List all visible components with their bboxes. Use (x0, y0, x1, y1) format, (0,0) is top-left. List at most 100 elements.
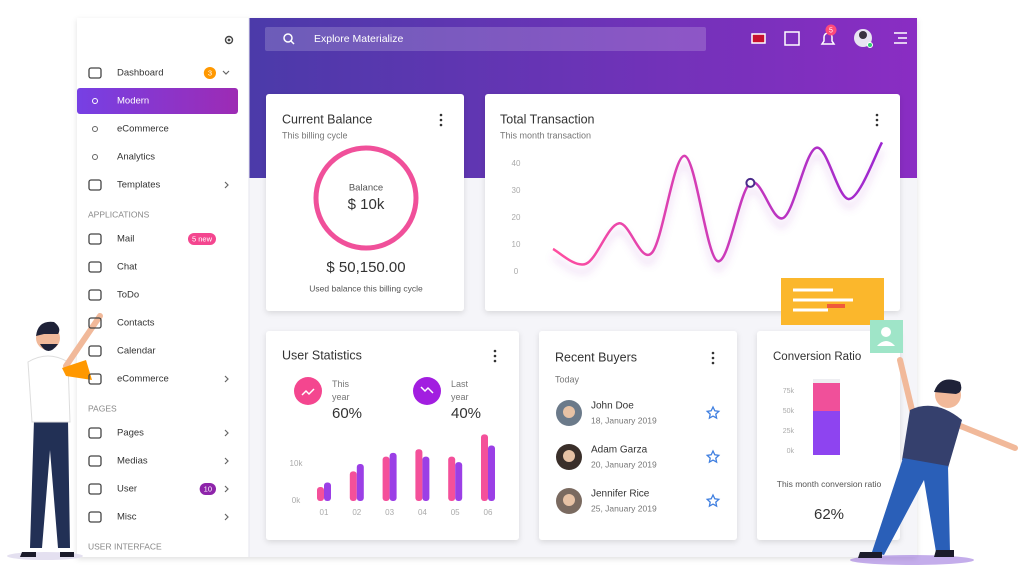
y-tick-label: 50k (783, 408, 795, 415)
notification-count: 5 (829, 27, 833, 34)
favorite-star[interactable] (705, 405, 721, 420)
bar-segment (813, 383, 840, 411)
search-icon-handle (290, 40, 295, 45)
favorite-star[interactable] (705, 449, 721, 464)
stat-icon (294, 377, 322, 405)
chevron-down[interactable] (222, 70, 230, 75)
badge-text: 5 new (192, 234, 213, 243)
conversion-value: 62% (814, 506, 844, 523)
chevron-right[interactable] (224, 513, 229, 521)
item-icon (88, 67, 102, 79)
chevron-right[interactable] (224, 485, 229, 493)
y-tick-label: 10k (290, 459, 304, 468)
fullscreen-icon[interactable] (784, 31, 800, 46)
sidebar-item[interactable]: eCommerce (117, 124, 169, 135)
sidebar-item[interactable]: Analytics (117, 152, 155, 163)
stat-label: Last year (451, 379, 469, 402)
illustration-left (7, 313, 103, 560)
sidebar-heading: PAGES (88, 403, 117, 413)
card-subtitle: This month transaction (500, 130, 591, 140)
user-avatar-head (859, 31, 867, 39)
item-icon (88, 511, 102, 523)
sidebar-item[interactable]: Pages (117, 428, 144, 439)
card-menus[interactable] (439, 113, 879, 365)
sidebar-item[interactable]: Medias (117, 456, 148, 467)
stat-label-box: Last year (451, 379, 469, 402)
search-icon (283, 33, 293, 43)
item-icon (88, 427, 102, 439)
card-title: Current Balance (282, 112, 372, 126)
y-tick-label: 10 (512, 240, 521, 249)
y-tick-label: 30 (512, 186, 521, 195)
language-flag[interactable] (751, 33, 766, 44)
bar-segment (813, 411, 840, 455)
notification-badge (825, 24, 837, 36)
bar (317, 486, 324, 501)
stat-value: 60% (332, 405, 362, 422)
sidebar-item[interactable]: Dashboard (117, 68, 163, 79)
sidebar-item[interactable]: Modern (117, 96, 149, 107)
stat-arrow (301, 388, 315, 396)
illustration-right (850, 320, 1018, 565)
sidebar-item[interactable]: Contacts (117, 318, 155, 329)
x-tick-label: 01 (320, 508, 329, 517)
chevron-right[interactable] (224, 429, 229, 437)
sidebar-item[interactable]: Calendar (117, 346, 156, 357)
card-recent-buyers (539, 331, 737, 540)
buyer-date: 20, January 2019 (591, 459, 657, 469)
conversion-caption: This month conversion ratio (776, 479, 882, 489)
chevron-right[interactable] (224, 457, 229, 465)
balance-amount: $ 50,150.00 (326, 259, 405, 276)
badge-text: 3 (208, 68, 212, 77)
item-icon (88, 317, 102, 329)
badge (199, 483, 216, 495)
sidebar-item[interactable]: Mail (117, 234, 134, 245)
x-tick-label: 06 (484, 508, 493, 517)
chevron-right[interactable] (224, 181, 229, 189)
buyer-date: 25, January 2019 (591, 503, 657, 513)
bar (422, 456, 430, 501)
card-title: Total Transaction (500, 112, 595, 126)
sidebar-item[interactable]: Chat (117, 262, 137, 273)
sidebar-item[interactable]: Templates (117, 180, 161, 191)
favorite-star[interactable] (705, 493, 721, 508)
chevron-right[interactable] (224, 375, 229, 383)
transaction-line (552, 141, 884, 266)
balance-caption: Used balance this billing cycle (309, 283, 423, 293)
bar (356, 464, 364, 501)
card-subtitle: Today (555, 374, 580, 384)
item-icon (88, 179, 102, 191)
y-tick-label: 40 (512, 159, 521, 168)
card-title: User Statistics (282, 348, 362, 362)
search-box[interactable] (265, 27, 706, 51)
stat-arrow (420, 386, 434, 394)
sub-item-icon (92, 126, 98, 132)
item-icon (88, 373, 102, 385)
sidebar-item[interactable]: User (117, 484, 137, 495)
stat-icon (413, 377, 441, 405)
card-subtitle: This billing cycle (282, 130, 348, 140)
sidebar-item[interactable]: Misc (117, 512, 137, 523)
bar (448, 456, 456, 501)
bar (349, 471, 357, 501)
item-icon (88, 455, 102, 467)
conversion-caption-box: This month conversion ratio (776, 479, 882, 489)
x-tick-label: 05 (451, 508, 460, 517)
sidebar-toggle-dot (227, 38, 231, 42)
stat-label-box: This year (332, 379, 350, 402)
x-tick-label: 02 (352, 508, 361, 517)
sidebar-toggle[interactable] (224, 35, 234, 45)
highlight-point (745, 177, 756, 188)
menu-icon[interactable] (894, 32, 907, 44)
online-dot (867, 42, 873, 48)
x-tick-label: 04 (418, 508, 427, 517)
sidebar-item[interactable]: ToDo (117, 290, 139, 301)
buyer-avatar-face (563, 406, 575, 418)
stat-label: This year (332, 379, 350, 402)
search-placeholder: Explore Materialize (314, 33, 403, 45)
buyer-name: Adam Garza (591, 445, 648, 456)
buyer-avatar-face (563, 494, 575, 506)
sidebar-item[interactable]: eCommerce (117, 374, 169, 385)
